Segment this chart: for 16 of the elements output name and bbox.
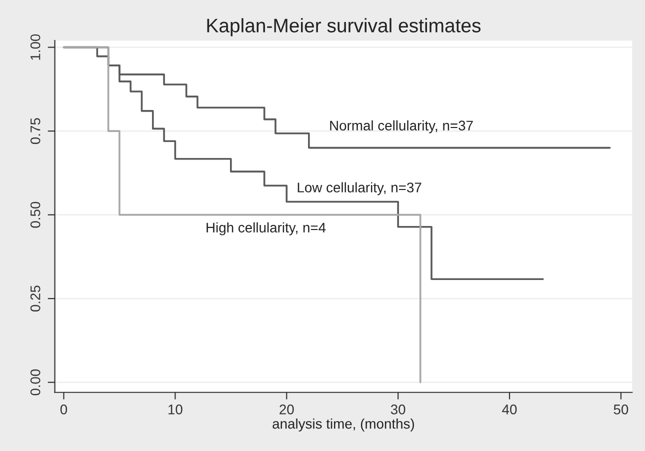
x-axis-title: analysis time, (months) (272, 418, 414, 432)
series-label: Low cellularity, n=37 (298, 182, 422, 196)
series-label: Normal cellularity, n=37 (330, 120, 473, 134)
series-label: High cellularity, n=4 (206, 222, 326, 236)
x-tick-label: 20 (280, 404, 294, 414)
y-tick-label: 0.25 (30, 286, 40, 312)
y-tick-label: 0.75 (30, 118, 40, 144)
x-tick-label: 30 (390, 404, 406, 414)
y-tick-label: 0.00 (30, 369, 40, 396)
x-tick-label: 40 (502, 404, 517, 414)
y-tick-label: 0.50 (30, 202, 40, 228)
x-tick-label: 50 (614, 404, 628, 414)
x-tick-label: 10 (168, 404, 182, 414)
chart-title: Kaplan-Meier survival estimates (207, 18, 481, 36)
x-tick-label: 0 (60, 404, 68, 414)
y-tick-label: 1.00 (30, 34, 40, 60)
